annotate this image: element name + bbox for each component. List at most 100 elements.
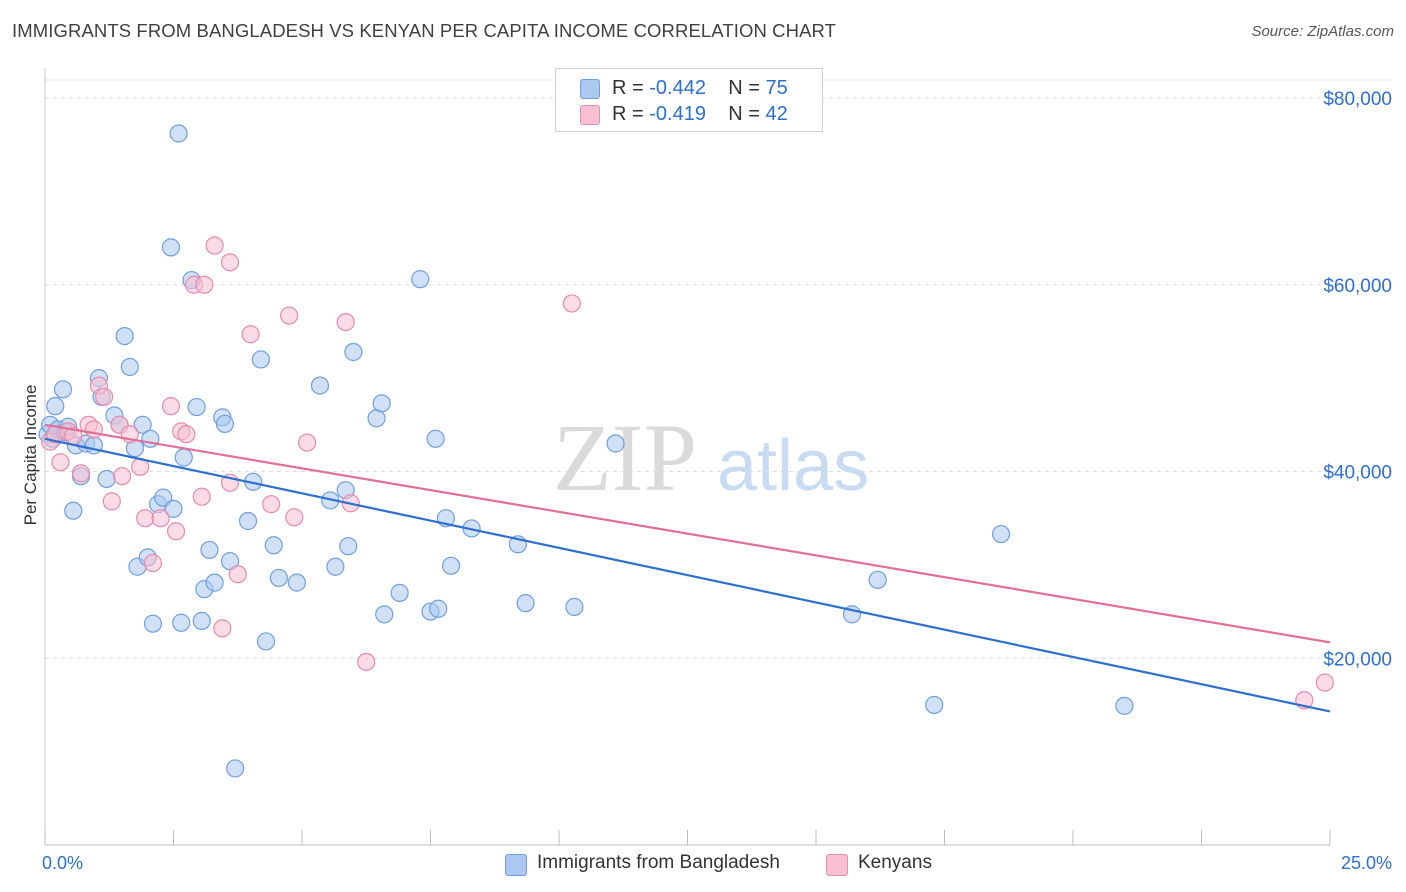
kenyans-point [357, 652, 376, 672]
bangladesh-point [46, 397, 65, 416]
legend-swatch-kenyans [580, 105, 600, 125]
watermark: ZIP atlas [553, 404, 869, 511]
kenyans-point [285, 508, 304, 527]
stats-legend: R = -0.442 N = 75 R = -0.419 N = 42 [555, 68, 823, 132]
bangladesh-point [115, 327, 134, 346]
kenyans-point [298, 433, 317, 452]
bangladesh-point [205, 573, 224, 592]
kenyans-point [1315, 673, 1334, 692]
bangladesh-point [516, 594, 535, 613]
bangladesh-point [426, 429, 445, 448]
kenyans-point [241, 325, 260, 344]
bangladesh-point [174, 448, 193, 467]
kenyans-point [192, 487, 211, 506]
legend-r-label: R = [612, 103, 644, 125]
bangladesh-point [1115, 696, 1134, 715]
kenyans-point [213, 619, 232, 638]
trend-line-kenyans [44, 423, 1331, 644]
kenyans-point [562, 294, 581, 313]
y-tick-label: $40,000 [1323, 463, 1392, 484]
kenyans-point [161, 397, 181, 416]
bangladesh-point [161, 238, 181, 257]
bangladesh-point [256, 632, 276, 651]
y-axis-title: Per Capita Income [21, 385, 40, 526]
y-tick-label: $60,000 [1323, 276, 1392, 297]
series-kenyans-points [41, 236, 1334, 710]
legend-n-label: N = [728, 77, 760, 99]
kenyans-point [280, 306, 299, 325]
kenyans-point [143, 553, 163, 573]
bangladesh-point [375, 605, 394, 624]
bottom-legend-swatch-bangladesh [505, 854, 527, 876]
kenyans-point [112, 467, 132, 486]
bangladesh-point [429, 599, 448, 618]
axes [44, 68, 1331, 846]
bangladesh-point [390, 583, 409, 602]
legend-swatch-bangladesh [580, 79, 600, 99]
bangladesh-point [97, 469, 116, 489]
bangladesh-point [264, 536, 283, 555]
legend-r-value: -0.442 [649, 77, 706, 99]
bangladesh-point [154, 488, 173, 507]
legend-n-label: N = [728, 103, 760, 125]
bangladesh-point [251, 350, 270, 369]
trend-lines [44, 423, 1331, 713]
kenyans-point [195, 275, 214, 294]
bangladesh-point [120, 357, 139, 377]
bangladesh-point [164, 499, 183, 518]
kenyans-point [166, 522, 186, 541]
bangladesh-point [339, 537, 358, 556]
kenyans-point [51, 453, 70, 472]
bangladesh-point [372, 394, 391, 413]
bangladesh-point [143, 614, 163, 633]
kenyans-point [84, 420, 103, 439]
bangladesh-point [200, 540, 219, 560]
bangladesh-point [925, 695, 944, 715]
y-tick-label: $20,000 [1323, 649, 1392, 670]
bangladesh-point [192, 611, 211, 631]
watermark-atlas: atlas [717, 426, 869, 506]
legend-n-value: 42 [765, 103, 788, 125]
bangladesh-point [269, 568, 288, 588]
x-tick-label-min: 0.0% [42, 853, 83, 873]
bangladesh-point [411, 270, 430, 289]
kenyans-point [71, 464, 91, 483]
legend-r-label: R = [612, 77, 644, 99]
bangladesh-point [53, 380, 73, 399]
bottom-legend-swatch-kenyans [826, 854, 848, 876]
trend-line-bangladesh [44, 437, 1331, 713]
kenyans-point [95, 387, 114, 406]
bangladesh-point [310, 376, 330, 395]
bangladesh-point [868, 570, 887, 589]
kenyans-point [102, 492, 121, 511]
source-label: Source: ZipAtlas.com [1251, 23, 1394, 40]
bangladesh-point [344, 342, 363, 362]
watermark-zip: ZIP [553, 404, 697, 511]
bangladesh-point [606, 434, 625, 453]
kenyans-point [220, 253, 240, 272]
bangladesh-point [226, 759, 245, 778]
bangladesh-point [238, 511, 258, 531]
bangladesh-point [187, 397, 206, 417]
x-tick-label-max: 25.0% [1341, 853, 1392, 873]
kenyans-point [151, 509, 170, 528]
bangladesh-point [215, 414, 234, 433]
bangladesh-point [441, 556, 461, 575]
bottom-legend-label-bangladesh: Immigrants from Bangladesh [537, 852, 780, 873]
kenyans-point [228, 565, 247, 584]
kenyans-point [205, 236, 224, 255]
bangladesh-point [565, 597, 584, 616]
bangladesh-point [287, 573, 306, 592]
bangladesh-point [172, 613, 191, 632]
bangladesh-point [133, 415, 152, 434]
legend-n-value: 75 [765, 77, 788, 99]
kenyans-point [262, 495, 281, 514]
y-tick-label: $80,000 [1323, 89, 1392, 110]
bangladesh-point [169, 124, 188, 143]
bangladesh-point [991, 524, 1011, 544]
kenyans-point [336, 313, 355, 332]
bangladesh-point [64, 501, 83, 520]
chart-title: IMMIGRANTS FROM BANGLADESH VS KENYAN PER… [12, 20, 837, 41]
kenyans-point [136, 509, 155, 528]
